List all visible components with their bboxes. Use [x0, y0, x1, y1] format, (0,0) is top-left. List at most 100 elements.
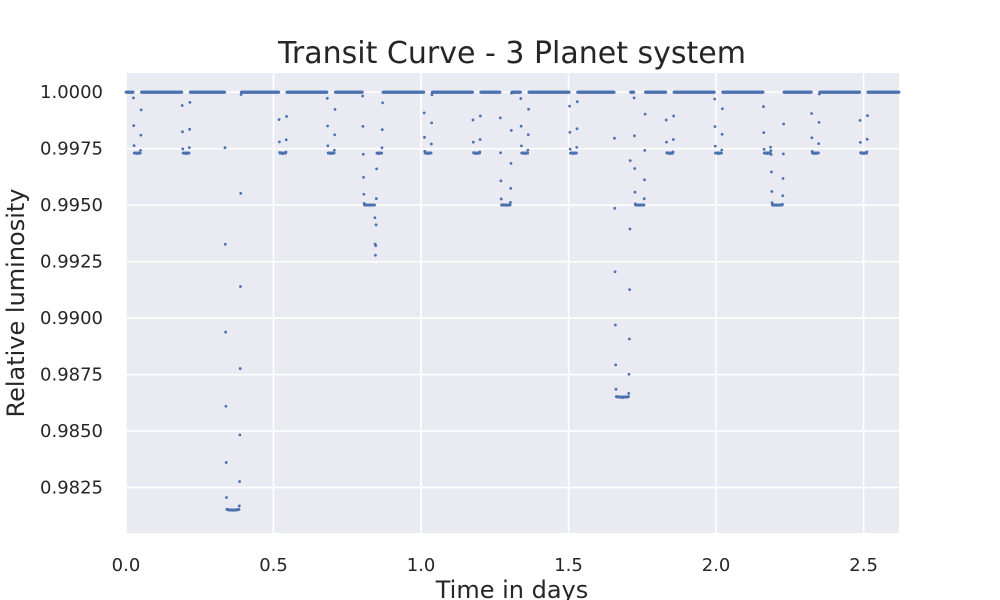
data-point	[471, 118, 475, 122]
data-point	[132, 124, 136, 128]
data-point	[132, 144, 136, 147]
data-point	[422, 111, 426, 115]
data-point	[181, 130, 184, 134]
data-point	[478, 138, 482, 141]
data-point	[519, 124, 523, 128]
data-point	[362, 176, 365, 179]
data-point	[613, 270, 617, 274]
data-point	[333, 148, 336, 152]
data-point	[478, 150, 482, 154]
data-point	[223, 242, 227, 246]
data-point	[632, 90, 636, 94]
data-point	[713, 97, 717, 101]
data-point	[284, 138, 288, 142]
data-point	[643, 149, 647, 152]
data-point	[361, 94, 365, 98]
data-point	[429, 151, 433, 155]
data-point	[858, 140, 862, 144]
data-point	[632, 96, 636, 100]
y-tick-label: 0.9925	[40, 252, 103, 273]
x-tick-label: 0.5	[259, 555, 288, 576]
data-point	[633, 134, 636, 138]
data-point	[526, 151, 530, 155]
data-point	[374, 223, 378, 227]
data-point	[326, 124, 329, 128]
y-tick-label: 0.9850	[40, 421, 103, 442]
data-point	[509, 128, 513, 132]
data-point	[671, 138, 675, 141]
data-point	[781, 177, 785, 180]
data-point	[567, 90, 571, 94]
data-point	[810, 136, 814, 140]
data-point	[224, 461, 228, 464]
data-point	[671, 150, 675, 154]
data-point	[374, 244, 378, 248]
data-point	[665, 140, 668, 144]
data-point	[664, 118, 668, 122]
data-point	[374, 197, 378, 200]
data-point	[326, 144, 330, 148]
data-point	[498, 90, 502, 94]
chart-title: Transit Curve - 3 Planet system	[277, 36, 746, 71]
data-point	[817, 120, 821, 124]
y-tick-label: 0.9950	[40, 195, 103, 216]
data-point	[613, 323, 617, 327]
data-point	[509, 201, 512, 204]
data-point	[139, 133, 143, 137]
data-point	[568, 104, 571, 108]
data-point	[770, 201, 774, 205]
data-points	[124, 90, 901, 512]
data-point	[519, 90, 522, 94]
x-tick-labels: 0.0 0.5 1.0 1.5 2.0 2.5	[112, 555, 878, 576]
data-point	[361, 152, 365, 156]
data-point	[627, 395, 630, 398]
data-point	[762, 147, 766, 151]
data-point	[627, 391, 631, 395]
data-point	[575, 100, 579, 104]
data-point	[423, 135, 426, 139]
y-axis-label: Relative luminosity	[2, 188, 30, 417]
data-point	[720, 151, 723, 155]
data-point	[509, 162, 513, 165]
data-point	[633, 190, 637, 194]
y-tick-label: 0.9975	[40, 139, 103, 160]
data-point	[429, 142, 433, 146]
data-point	[642, 203, 646, 207]
data-point	[568, 147, 572, 151]
data-point	[188, 127, 192, 131]
data-point	[239, 93, 243, 96]
data-point	[278, 140, 281, 144]
data-point	[380, 128, 384, 132]
data-point	[380, 151, 384, 155]
data-point	[325, 90, 329, 94]
data-point	[224, 404, 228, 408]
data-point	[713, 125, 717, 128]
data-point	[187, 151, 191, 155]
data-point	[223, 90, 227, 94]
data-point	[762, 131, 766, 135]
data-point	[614, 363, 618, 367]
data-point	[333, 108, 337, 111]
x-tick-label: 0.0	[112, 555, 141, 576]
x-tick-label: 2.0	[702, 555, 731, 576]
data-point	[613, 206, 617, 210]
data-point	[138, 151, 142, 155]
data-point	[627, 337, 631, 341]
data-point	[238, 367, 242, 370]
data-point	[360, 90, 364, 94]
data-point	[237, 507, 241, 511]
y-tick-label: 0.9825	[40, 478, 103, 499]
data-point	[672, 114, 676, 118]
data-point	[866, 114, 869, 118]
data-point	[628, 288, 632, 292]
y-tick-label: 0.9900	[40, 308, 103, 329]
data-point	[712, 90, 716, 94]
data-point	[238, 433, 242, 437]
data-point	[132, 96, 135, 100]
data-point	[478, 114, 482, 118]
data-point	[720, 148, 724, 152]
data-point	[769, 149, 773, 153]
data-point	[642, 197, 646, 201]
data-point	[782, 122, 786, 126]
